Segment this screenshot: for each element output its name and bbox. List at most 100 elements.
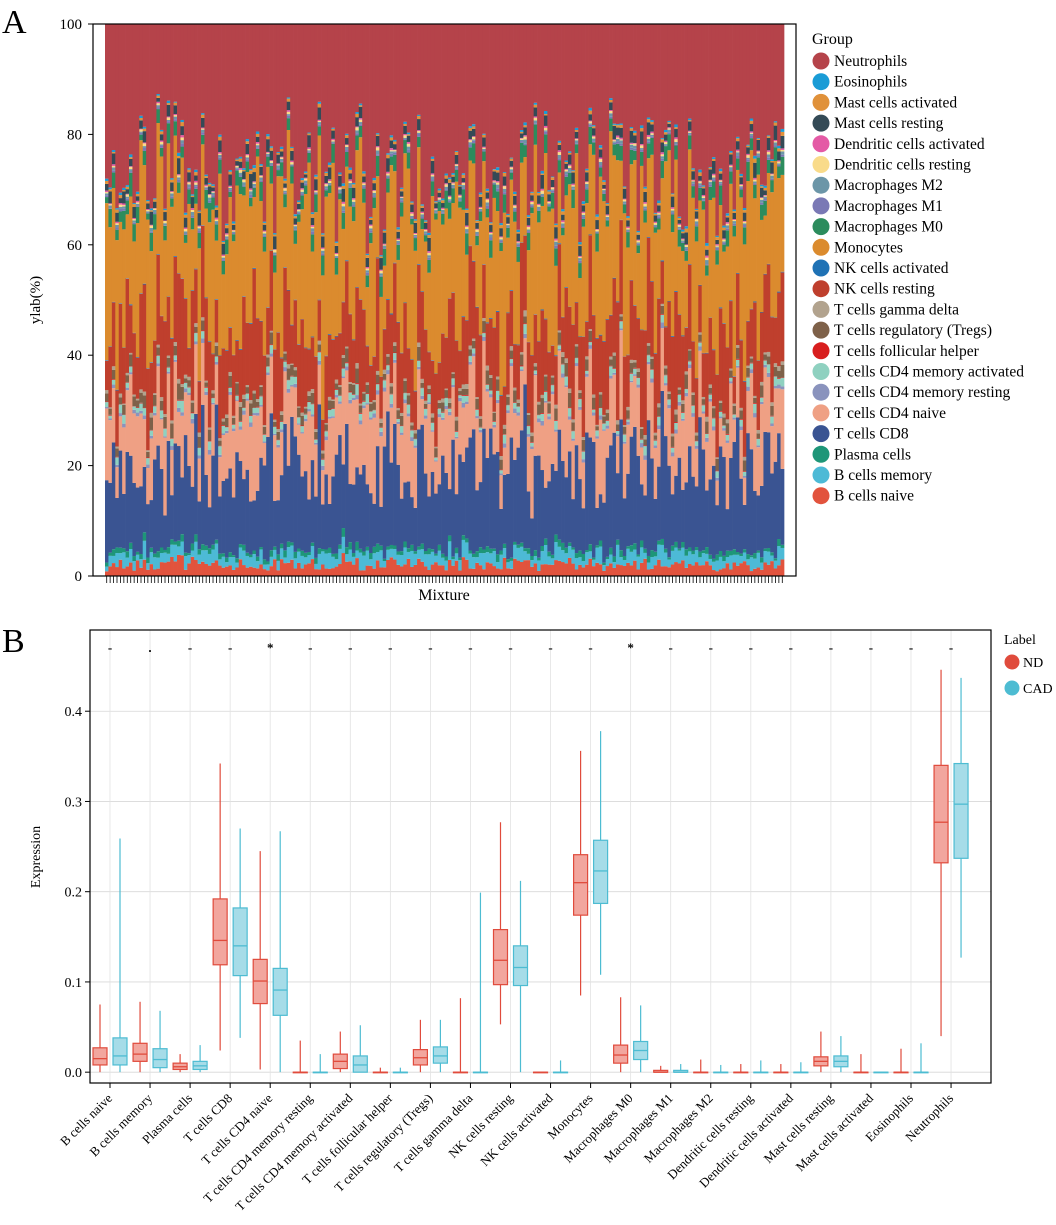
bar-segment bbox=[516, 246, 521, 262]
bar-segment bbox=[605, 457, 610, 557]
bar-segment bbox=[324, 553, 329, 569]
bar-segment bbox=[718, 168, 723, 172]
bar-segment bbox=[629, 144, 634, 148]
bar-segment bbox=[742, 456, 747, 461]
bar-segment bbox=[763, 354, 768, 360]
bar-segment bbox=[334, 245, 339, 253]
bar-segment bbox=[372, 568, 377, 576]
bar-segment bbox=[753, 162, 757, 178]
bar-segment bbox=[729, 24, 733, 152]
bar-segment bbox=[691, 179, 696, 181]
bar-segment bbox=[619, 127, 624, 138]
bar-segment bbox=[639, 148, 644, 150]
legend-label: Eosinophils bbox=[834, 74, 907, 91]
sample-bar bbox=[533, 24, 538, 576]
bar-segment bbox=[437, 417, 442, 485]
sample-bar bbox=[646, 24, 651, 576]
bar-segment bbox=[770, 173, 775, 175]
bar-segment bbox=[314, 190, 318, 192]
bar-segment bbox=[218, 134, 222, 137]
bar-segment bbox=[646, 237, 651, 344]
bar-segment bbox=[770, 24, 775, 160]
bar-segment bbox=[170, 446, 174, 450]
bar-segment bbox=[598, 176, 603, 335]
bar-segment bbox=[694, 224, 699, 227]
bar-segment bbox=[355, 127, 360, 131]
bar-segment bbox=[393, 24, 397, 140]
sample-bar bbox=[663, 24, 668, 576]
bar-segment bbox=[273, 546, 277, 550]
bar-segment bbox=[458, 200, 462, 202]
bar-segment bbox=[465, 538, 469, 543]
bar-segment bbox=[725, 557, 730, 564]
bar-segment bbox=[389, 544, 394, 549]
bar-segment bbox=[708, 479, 713, 555]
bar-segment bbox=[341, 228, 346, 302]
bar-segment bbox=[523, 338, 528, 385]
bar-segment bbox=[115, 390, 120, 447]
bar-segment bbox=[369, 225, 373, 229]
sample-bar bbox=[578, 24, 583, 576]
bar-segment bbox=[694, 448, 699, 487]
bar-segment bbox=[125, 551, 130, 558]
bar-segment bbox=[777, 366, 781, 371]
bar-segment bbox=[739, 173, 744, 177]
bar-segment bbox=[777, 370, 781, 378]
bar-segment bbox=[293, 383, 298, 388]
bar-segment bbox=[163, 515, 168, 550]
bar-segment bbox=[763, 367, 768, 432]
bar-segment bbox=[622, 187, 627, 189]
bar-segment bbox=[183, 217, 188, 228]
bar-segment bbox=[266, 564, 270, 571]
bar-segment bbox=[540, 413, 545, 421]
bar-segment bbox=[399, 353, 404, 413]
bar-segment bbox=[458, 185, 462, 187]
bar-segment bbox=[245, 141, 250, 144]
bar-segment bbox=[742, 212, 747, 221]
bar-segment bbox=[269, 146, 274, 148]
bar-segment bbox=[694, 218, 699, 220]
bar-segment bbox=[468, 24, 473, 127]
bar-segment bbox=[619, 160, 624, 220]
bar-segment bbox=[766, 157, 771, 160]
bar-segment bbox=[763, 273, 768, 275]
bar-segment bbox=[375, 155, 380, 177]
bar-segment bbox=[118, 221, 123, 304]
bar-segment bbox=[711, 408, 716, 418]
bar-segment bbox=[629, 359, 634, 364]
bar-segment bbox=[605, 556, 610, 560]
bar-segment bbox=[612, 368, 617, 369]
bar-segment bbox=[118, 203, 123, 205]
bar-segment bbox=[177, 407, 181, 412]
bar-segment bbox=[530, 449, 535, 519]
bar-segment bbox=[636, 554, 641, 557]
bar-segment bbox=[396, 244, 401, 260]
bar-segment bbox=[194, 323, 198, 327]
bar-segment bbox=[235, 167, 240, 169]
bar-segment bbox=[197, 233, 202, 249]
bar-segment bbox=[458, 395, 462, 398]
bar-segment bbox=[612, 123, 617, 125]
bar-segment bbox=[581, 554, 586, 562]
bar-segment bbox=[530, 204, 535, 206]
bar-segment bbox=[437, 199, 442, 201]
bar-segment bbox=[190, 211, 195, 216]
panel-label-a: A bbox=[2, 4, 27, 41]
bar-segment bbox=[578, 258, 583, 261]
legend-item: T cells gamma delta bbox=[812, 300, 959, 318]
bar-segment bbox=[588, 124, 593, 127]
bar-segment bbox=[417, 264, 421, 343]
bar-segment bbox=[314, 192, 318, 194]
bar-segment bbox=[725, 24, 730, 214]
bar-segment bbox=[722, 242, 727, 245]
bar-segment bbox=[170, 196, 174, 199]
bar-segment bbox=[430, 181, 435, 197]
bar-segment bbox=[420, 543, 425, 550]
bar-segment bbox=[135, 24, 140, 192]
sample-bar bbox=[732, 24, 737, 576]
bar-segment bbox=[403, 24, 408, 122]
bar-segment bbox=[108, 204, 113, 206]
bar-segment bbox=[382, 380, 387, 388]
bar-segment bbox=[159, 131, 164, 135]
bar-segment bbox=[245, 139, 250, 142]
